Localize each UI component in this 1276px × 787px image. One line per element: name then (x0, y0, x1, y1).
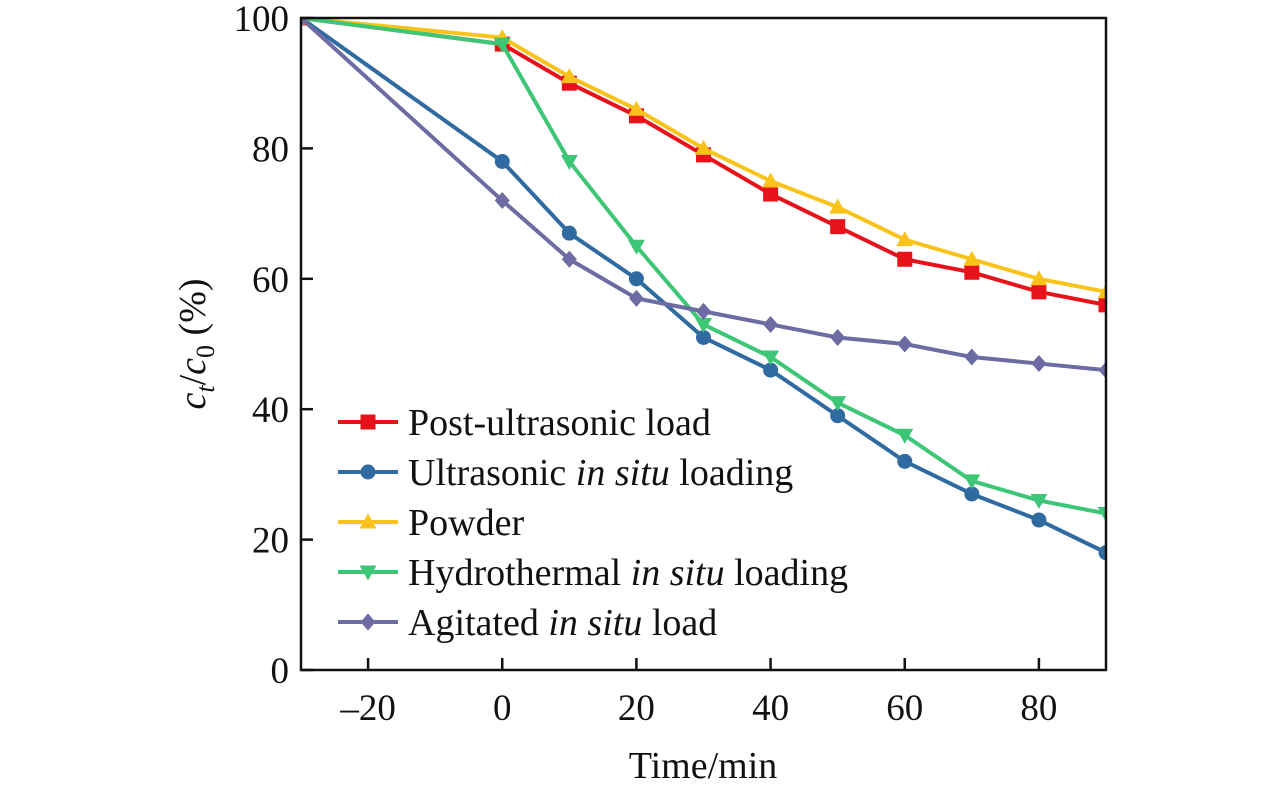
y-axis-title-sub-0: 0 (191, 345, 220, 358)
y-tick-label: 0 (271, 651, 290, 692)
data-point (1031, 355, 1047, 373)
data-point (560, 154, 578, 170)
legend: Post-ultrasonic load Ultrasonic in situ l… (338, 402, 848, 644)
x-tick-label: 40 (752, 688, 789, 729)
data-point (494, 153, 510, 169)
legend-item: Hydrothermal in situ loading (338, 552, 848, 594)
data-point (696, 302, 711, 320)
data-point (1031, 284, 1047, 300)
x-tick-label: 0 (493, 688, 512, 729)
x-tick-label: 20 (618, 688, 655, 729)
data-point (1097, 283, 1106, 299)
y-tick-label: 100 (234, 0, 290, 40)
x-axis-title: Time/min (629, 745, 778, 787)
legend-marker (360, 613, 376, 631)
series-5 (301, 18, 1106, 379)
legend-label: Powder (408, 502, 524, 544)
y-axis-title-c0: c (172, 358, 214, 375)
data-point (1031, 512, 1047, 528)
data-point (628, 289, 644, 307)
y-axis-title-c: c (172, 393, 214, 410)
data-point (494, 192, 510, 210)
plot-frame (299, 16, 1108, 672)
data-point (561, 250, 577, 268)
data-point (964, 264, 980, 280)
legend-item: Agitated in situ load (338, 602, 717, 644)
x-tick-label: –20 (339, 688, 396, 729)
legend-label: Ultrasonic in situ loading (408, 452, 793, 494)
legend-marker (359, 565, 377, 581)
data-point (964, 348, 980, 366)
data-point (963, 474, 981, 490)
data-point (896, 231, 914, 247)
legend-label: Agitated in situ load (408, 602, 717, 644)
data-point (1097, 507, 1106, 523)
data-point (896, 428, 914, 444)
legend-marker (360, 464, 376, 480)
data-point (830, 219, 846, 235)
series-3 (301, 18, 1106, 299)
data-point (696, 329, 711, 345)
data-point (763, 362, 779, 378)
data-point (561, 225, 577, 241)
data-point (493, 37, 511, 53)
series-1 (301, 18, 1106, 313)
data-point (1030, 493, 1048, 509)
data-point (627, 239, 645, 255)
legend-marker (360, 414, 376, 430)
data-point (897, 251, 913, 267)
data-point (963, 250, 981, 266)
y-tick-label: 80 (252, 129, 289, 170)
y-tick-label: 60 (252, 260, 289, 301)
data-point (829, 198, 847, 214)
data-point (762, 172, 780, 188)
legend-label: Hydrothermal in situ loading (408, 552, 848, 594)
legend-item: Ultrasonic in situ loading (338, 452, 793, 494)
data-point (627, 100, 645, 116)
y-tick-label: 20 (252, 521, 289, 562)
data-point (695, 317, 712, 333)
data-point (1098, 545, 1106, 561)
data-point (1098, 297, 1106, 313)
y-axis-title-unit: (%) (172, 278, 214, 344)
data-point (897, 453, 913, 469)
y-tick-label: 40 (252, 390, 289, 431)
y-axis-title: ct/c0 (%) (172, 278, 220, 409)
plot-area (301, 18, 1106, 561)
data-point (830, 408, 846, 424)
data-point (830, 328, 846, 346)
legend-item: Post-ultrasonic load (338, 402, 711, 444)
data-point (695, 139, 712, 155)
data-point (762, 350, 780, 366)
data-point (301, 18, 309, 27)
y-axis-title-slash: / (172, 374, 214, 385)
data-point (763, 315, 779, 333)
data-point (964, 486, 980, 502)
series-2 (301, 18, 1106, 561)
data-point (628, 271, 644, 287)
data-point (829, 396, 847, 412)
data-point (897, 335, 913, 353)
data-point (1098, 361, 1106, 379)
data-point (1030, 270, 1048, 286)
data-point (560, 68, 578, 84)
data-point (763, 186, 779, 202)
legend-item: Powder (338, 502, 524, 544)
axes: –20 0 20 40 60 80 0 20 40 60 80 100 (234, 0, 1108, 729)
y-axis-title-sub-t: t (191, 385, 220, 393)
legend-marker (359, 513, 377, 529)
legend-label: Post-ultrasonic load (408, 402, 711, 444)
x-tick-label: 80 (1020, 688, 1057, 729)
x-tick-label: 60 (886, 688, 923, 729)
